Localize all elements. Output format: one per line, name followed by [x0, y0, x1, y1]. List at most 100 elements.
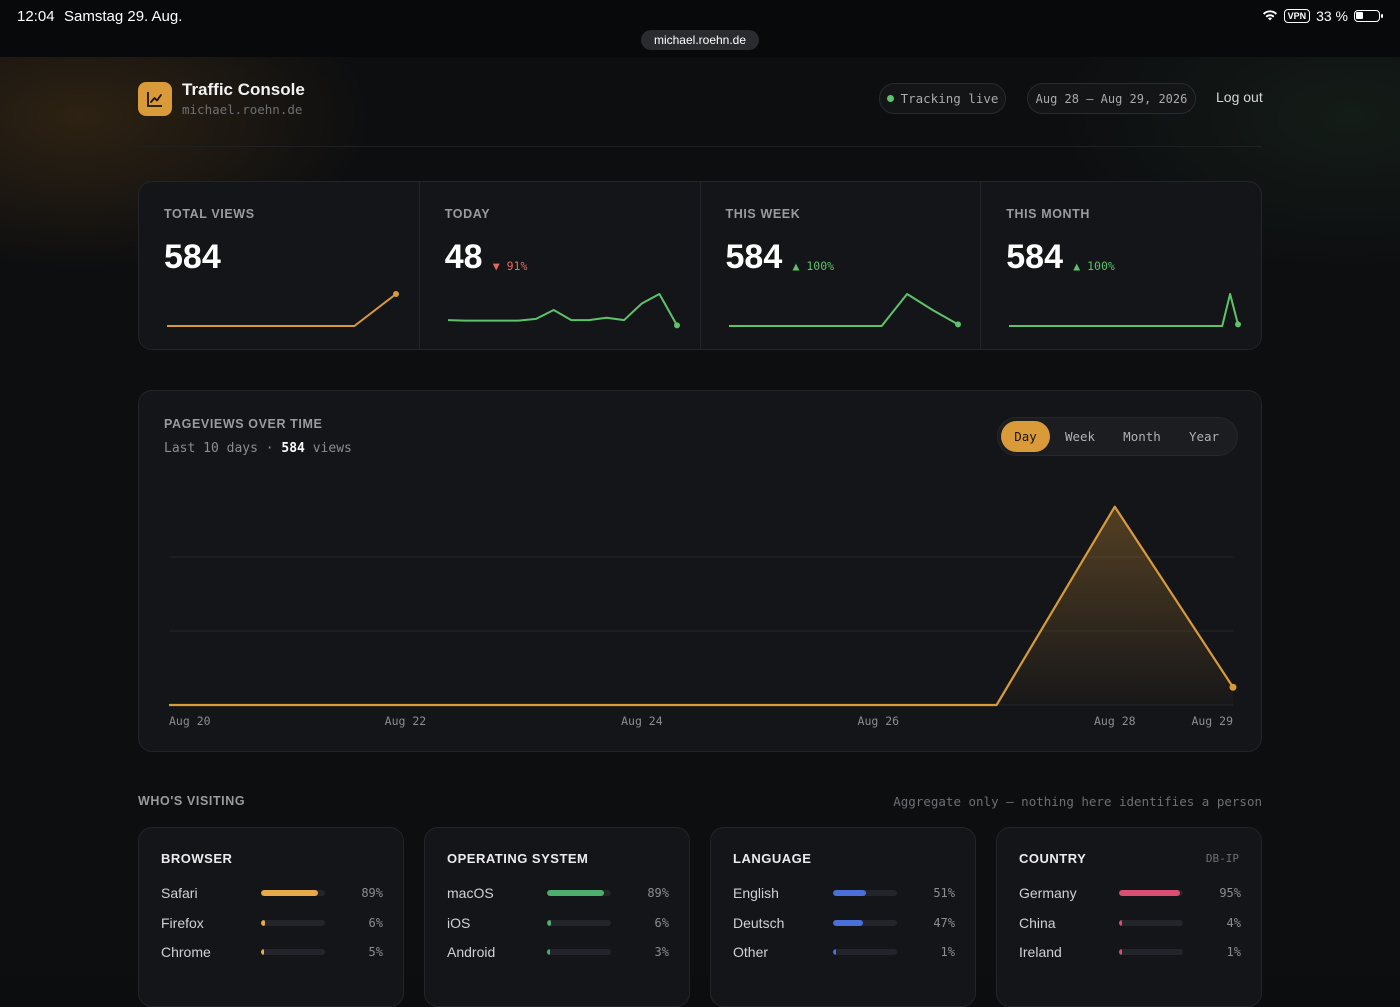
- url-bar[interactable]: michael.roehn.de: [641, 30, 759, 50]
- breakdown-card-browser: BROWSER Safari 89% Firefox 6% Chrome 5%: [138, 827, 404, 1007]
- breakdown-percent: 95%: [1219, 886, 1241, 900]
- tab-week[interactable]: Week: [1064, 429, 1096, 444]
- breakdown-bar-fill: [547, 949, 550, 955]
- card-title: COUNTRY: [1019, 851, 1087, 866]
- x-tick-label: Aug 24: [621, 714, 663, 728]
- breakdown-bar: [833, 919, 897, 926]
- x-tick-label: Aug 22: [385, 714, 427, 728]
- breakdown-label: Germany: [1019, 885, 1077, 901]
- breakdown-bar-fill: [833, 949, 836, 955]
- breakdown-percent: 6%: [368, 915, 383, 930]
- breakdown-label: Other: [733, 944, 769, 960]
- breakdown-percent: 3%: [654, 945, 669, 959]
- sparkline-end-dot: [954, 321, 961, 328]
- breakdown-bar-fill: [547, 919, 551, 926]
- live-dot-icon: [886, 95, 894, 102]
- breakdown-percent: 6%: [654, 915, 669, 930]
- chart-subtitle: Last 10 days · 584 views: [164, 441, 352, 456]
- chart-subtitle-prefix: Last 10 days ·: [164, 441, 282, 456]
- breakdown-row: Android 3%: [447, 943, 669, 961]
- breakdown-row: Deutsch 47%: [733, 914, 955, 932]
- privacy-note: Aggregate only — nothing here identifies…: [893, 794, 1262, 809]
- vpn-badge: VPN: [1283, 9, 1311, 23]
- sparkline-end-dot: [393, 291, 399, 297]
- stat-total-views: TOTAL VIEWS 584: [139, 182, 420, 349]
- breakdown-row: Germany 95%: [1019, 884, 1241, 902]
- breakdown-percent: 4%: [1226, 915, 1241, 930]
- breakdown-bar-fill: [1119, 949, 1122, 955]
- breakdown-row: macOS 89%: [447, 884, 669, 902]
- series-area: [169, 506, 1233, 705]
- x-tick-label: Aug 28: [1094, 714, 1136, 728]
- breakdown-bar-fill: [261, 949, 265, 955]
- dashboard-page: Traffic Console michael.roehn.de Trackin…: [0, 57, 1400, 1007]
- breakdown-percent: 89%: [647, 886, 669, 900]
- breakdown-bar: [1119, 919, 1183, 926]
- stat-label: THIS WEEK: [725, 207, 801, 221]
- sparkline-path: [447, 293, 678, 326]
- stat-label: THIS MONTH: [1006, 207, 1091, 221]
- breakdown-percent: 47%: [933, 915, 955, 930]
- breakdown-bar-fill: [547, 890, 604, 896]
- card-title: BROWSER: [161, 851, 233, 866]
- stat-value: 584: [164, 238, 221, 276]
- breakdown-label: macOS: [447, 885, 494, 901]
- chart-title: PAGEVIEWS OVER TIME: [164, 417, 323, 431]
- stat-this-month: THIS MONTH 584 ▲ 100%: [981, 182, 1261, 349]
- breakdown-row: iOS 6%: [447, 914, 669, 932]
- breakdown-label: Chrome: [161, 944, 211, 960]
- breakdown-bar: [261, 949, 325, 955]
- breakdown-bar-fill: [261, 890, 318, 896]
- card-title: LANGUAGE: [733, 851, 812, 866]
- breakdown-percent: 1%: [940, 945, 955, 959]
- pageviews-chart-card: Aug 20 Aug 22 Aug 24 Aug 26 Aug 28 Aug 29 PAG…: [138, 390, 1262, 752]
- date-range-picker[interactable]: Aug 28 – Aug 29, 2026: [1027, 83, 1196, 114]
- breakdown-label: Deutsch: [733, 914, 785, 931]
- sparkline-path: [728, 293, 958, 327]
- data-point: [1229, 683, 1237, 691]
- x-tick-label: Aug 20: [169, 714, 211, 728]
- breakdown-percent: 89%: [361, 886, 383, 900]
- data-source-label: DB-IP: [1205, 852, 1239, 865]
- breakdown-bar: [1119, 949, 1183, 955]
- tab-month[interactable]: Month: [1123, 429, 1161, 444]
- site-domain: michael.roehn.de: [182, 102, 303, 117]
- stat-delta-badge: ▲ 100%: [792, 259, 835, 273]
- tab-year[interactable]: Year: [1188, 429, 1220, 444]
- chart-subtitle-count: 584: [281, 441, 305, 456]
- x-tick-label: Aug 26: [858, 714, 900, 728]
- breakdown-row: Firefox 6%: [161, 914, 383, 932]
- chart-logo-icon: [138, 82, 172, 116]
- sparkline-path: [167, 293, 397, 327]
- sparkline-today: [447, 293, 680, 329]
- tracking-status-badge: Tracking live: [879, 83, 1006, 114]
- breakdown-card-os: OPERATING SYSTEM macOS 89% iOS 6% Android 3%: [424, 827, 690, 1007]
- sparkline-this-month: [1009, 293, 1242, 328]
- sparkline-path: [1009, 293, 1240, 327]
- breakdown-label: Safari: [161, 885, 198, 901]
- breakdown-label: Android: [447, 944, 496, 960]
- section-title: WHO'S VISITING: [138, 794, 246, 808]
- breakdown-bar: [547, 919, 611, 926]
- breakdown-row: Chrome 5%: [161, 943, 383, 961]
- breakdown-label: China: [1019, 914, 1056, 931]
- stats-panel: TOTAL VIEWS 584 TODAY 48 ▼ 91% THIS WEEK…: [138, 181, 1262, 350]
- logout-button[interactable]: Log out: [1216, 89, 1263, 105]
- breakdown-label: Firefox: [161, 914, 204, 931]
- header-divider: [138, 146, 1262, 147]
- breakdown-label: English: [733, 885, 779, 901]
- breakdown-bar: [547, 949, 611, 955]
- stat-value: 584: [1006, 238, 1063, 276]
- stat-value: 48: [444, 238, 483, 276]
- breakdown-bar: [1119, 890, 1183, 896]
- breakdown-percent: 51%: [933, 886, 955, 900]
- tab-day[interactable]: Day: [1001, 421, 1050, 452]
- series-line: [169, 505, 1234, 707]
- sparkline-total-views: [167, 291, 399, 327]
- app-title: Traffic Console: [182, 80, 305, 99]
- sparkline-this-week: [728, 293, 961, 328]
- stat-today: TODAY 48 ▼ 91%: [420, 182, 701, 349]
- battery-percent: 33 %: [1316, 8, 1348, 24]
- breakdown-bar-fill: [833, 919, 864, 926]
- period-selector: Day Week Month Year: [997, 417, 1238, 456]
